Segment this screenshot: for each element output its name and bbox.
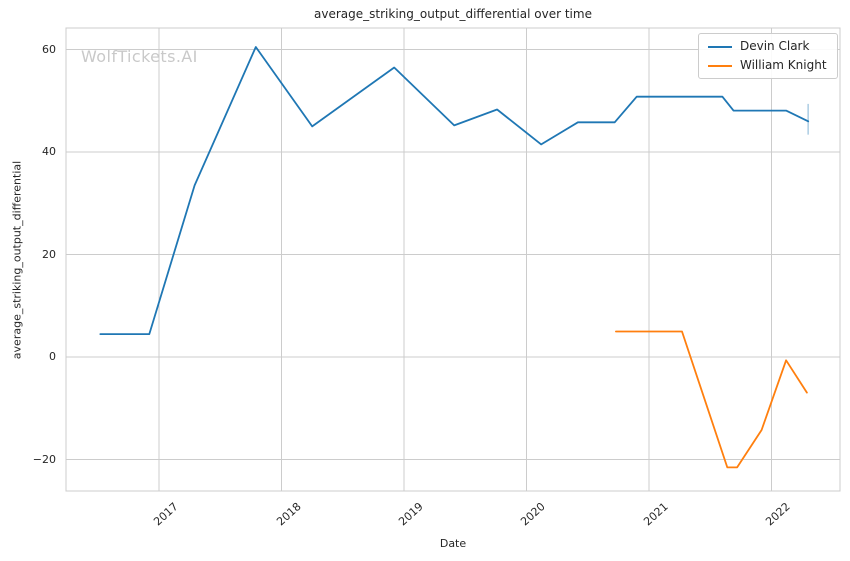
y-tick-label: 0 — [49, 350, 56, 364]
legend-item: William Knight — [708, 58, 828, 73]
legend: Devin Clark William Knight — [698, 33, 838, 79]
y-tick-label: 60 — [42, 42, 56, 56]
series-line-william-knight — [615, 330, 808, 469]
y-tick-label: 40 — [42, 145, 56, 159]
x-axis-label: Date — [439, 537, 467, 550]
legend-swatch-line — [708, 45, 732, 48]
watermark: WolfTickets.AI — [81, 47, 198, 66]
axes-border — [65, 27, 841, 492]
y-tick-label: 20 — [42, 247, 56, 261]
legend-item: Devin Clark — [708, 39, 828, 54]
y-tick-label: −20 — [32, 452, 56, 466]
chart-title: average_striking_output_differential ove… — [314, 7, 592, 21]
y-axis-label: average_striking_output_differential — [10, 160, 24, 360]
series-line-devin-clark — [99, 46, 810, 336]
legend-label: Devin Clark — [740, 39, 810, 53]
legend-label: William Knight — [740, 58, 827, 72]
legend-swatch-line — [708, 64, 732, 67]
